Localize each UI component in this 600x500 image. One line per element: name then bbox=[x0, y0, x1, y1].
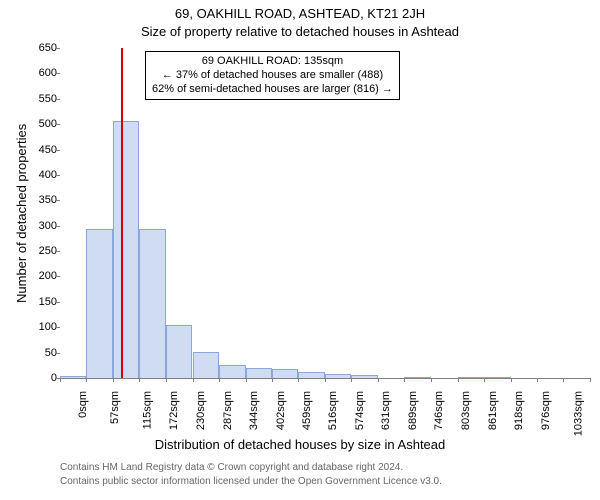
xtick-mark bbox=[431, 378, 432, 382]
plot-area: 69 OAKHILL ROAD: 135sqm ← 37% of detache… bbox=[60, 48, 590, 379]
xtick-label: 689sqm bbox=[407, 391, 419, 430]
ytick-label: 450 bbox=[25, 144, 57, 156]
histogram-bar bbox=[219, 365, 246, 378]
property-marker-line bbox=[121, 48, 123, 378]
ytick-mark bbox=[56, 226, 60, 227]
histogram-bar bbox=[325, 374, 351, 378]
credit-line-1: Contains HM Land Registry data © Crown c… bbox=[60, 462, 403, 473]
ytick-label: 400 bbox=[25, 169, 57, 181]
ytick-mark bbox=[56, 99, 60, 100]
xtick-label: 1033sqm bbox=[572, 391, 584, 436]
xtick-label: 918sqm bbox=[513, 391, 525, 430]
ytick-label: 150 bbox=[25, 296, 57, 308]
annotation-line1: 69 OAKHILL ROAD: 135sqm bbox=[152, 55, 393, 69]
xtick-mark bbox=[511, 378, 512, 382]
annotation-line2: ← 37% of detached houses are smaller (48… bbox=[152, 69, 393, 83]
histogram-bar bbox=[351, 375, 378, 378]
ytick-mark bbox=[56, 73, 60, 74]
xtick-mark bbox=[298, 378, 299, 382]
ytick-mark bbox=[56, 276, 60, 277]
histogram-bar bbox=[484, 377, 511, 378]
ytick-mark bbox=[56, 175, 60, 176]
xtick-mark bbox=[86, 378, 87, 382]
histogram-bar bbox=[139, 229, 166, 378]
xtick-label: 861sqm bbox=[487, 391, 499, 430]
ytick-mark bbox=[56, 327, 60, 328]
xtick-mark bbox=[537, 378, 538, 382]
annotation-line3: 62% of semi-detached houses are larger (… bbox=[152, 83, 393, 97]
ytick-label: 0 bbox=[25, 372, 57, 384]
xtick-mark bbox=[139, 378, 140, 382]
xtick-label: 976sqm bbox=[540, 391, 552, 430]
histogram-bar bbox=[272, 369, 298, 378]
xtick-label: 172sqm bbox=[169, 391, 181, 430]
ytick-label: 50 bbox=[25, 347, 57, 359]
annotation-box: 69 OAKHILL ROAD: 135sqm ← 37% of detache… bbox=[145, 51, 400, 100]
xtick-label: 803sqm bbox=[460, 391, 472, 430]
histogram-bar bbox=[113, 121, 139, 378]
ytick-mark bbox=[56, 251, 60, 252]
xaxis-title: Distribution of detached houses by size … bbox=[0, 437, 600, 452]
xtick-mark bbox=[113, 378, 114, 382]
xtick-mark bbox=[378, 378, 379, 382]
xtick-label: 0sqm bbox=[77, 391, 89, 418]
xtick-mark bbox=[219, 378, 220, 382]
xtick-label: 344sqm bbox=[248, 391, 260, 430]
title-sub: Size of property relative to detached ho… bbox=[0, 24, 600, 39]
xtick-label: 574sqm bbox=[354, 391, 366, 430]
xtick-label: 516sqm bbox=[327, 391, 339, 430]
xtick-mark bbox=[351, 378, 352, 382]
ytick-label: 600 bbox=[25, 67, 57, 79]
ytick-label: 100 bbox=[25, 321, 57, 333]
ytick-label: 550 bbox=[25, 93, 57, 105]
ytick-label: 250 bbox=[25, 245, 57, 257]
xtick-label: 115sqm bbox=[141, 391, 153, 429]
ytick-label: 350 bbox=[25, 194, 57, 206]
xtick-mark bbox=[590, 378, 591, 382]
xtick-mark bbox=[484, 378, 485, 382]
xtick-label: 746sqm bbox=[434, 391, 446, 430]
xtick-mark bbox=[458, 378, 459, 382]
ytick-mark bbox=[56, 302, 60, 303]
xtick-mark bbox=[325, 378, 326, 382]
xtick-label: 230sqm bbox=[195, 391, 207, 430]
histogram-bar bbox=[166, 325, 192, 378]
histogram-bar bbox=[60, 376, 86, 378]
ytick-mark bbox=[56, 48, 60, 49]
ytick-label: 300 bbox=[25, 220, 57, 232]
xtick-mark bbox=[404, 378, 405, 382]
xtick-mark bbox=[166, 378, 167, 382]
xtick-label: 287sqm bbox=[222, 391, 234, 430]
histogram-bar bbox=[86, 229, 113, 378]
xtick-label: 459sqm bbox=[301, 391, 313, 430]
histogram-bar bbox=[193, 352, 219, 378]
ytick-mark bbox=[56, 200, 60, 201]
histogram-bar bbox=[458, 377, 484, 378]
histogram-bar bbox=[298, 372, 325, 378]
xtick-mark bbox=[60, 378, 61, 382]
xtick-mark bbox=[563, 378, 564, 382]
credit-line-2: Contains public sector information licen… bbox=[60, 476, 442, 487]
chart-container: 69, OAKHILL ROAD, ASHTEAD, KT21 2JH Size… bbox=[0, 0, 600, 500]
xtick-mark bbox=[193, 378, 194, 382]
ytick-label: 500 bbox=[25, 118, 57, 130]
histogram-bar bbox=[404, 377, 430, 378]
histogram-bar bbox=[246, 368, 272, 378]
ytick-label: 650 bbox=[25, 42, 57, 54]
xtick-mark bbox=[246, 378, 247, 382]
ytick-mark bbox=[56, 124, 60, 125]
xtick-mark bbox=[272, 378, 273, 382]
xtick-label: 57sqm bbox=[109, 391, 121, 424]
title-main: 69, OAKHILL ROAD, ASHTEAD, KT21 2JH bbox=[0, 6, 600, 21]
ytick-mark bbox=[56, 353, 60, 354]
ytick-mark bbox=[56, 150, 60, 151]
ytick-label: 200 bbox=[25, 270, 57, 282]
xtick-label: 631sqm bbox=[380, 391, 392, 430]
xtick-label: 402sqm bbox=[275, 391, 287, 430]
